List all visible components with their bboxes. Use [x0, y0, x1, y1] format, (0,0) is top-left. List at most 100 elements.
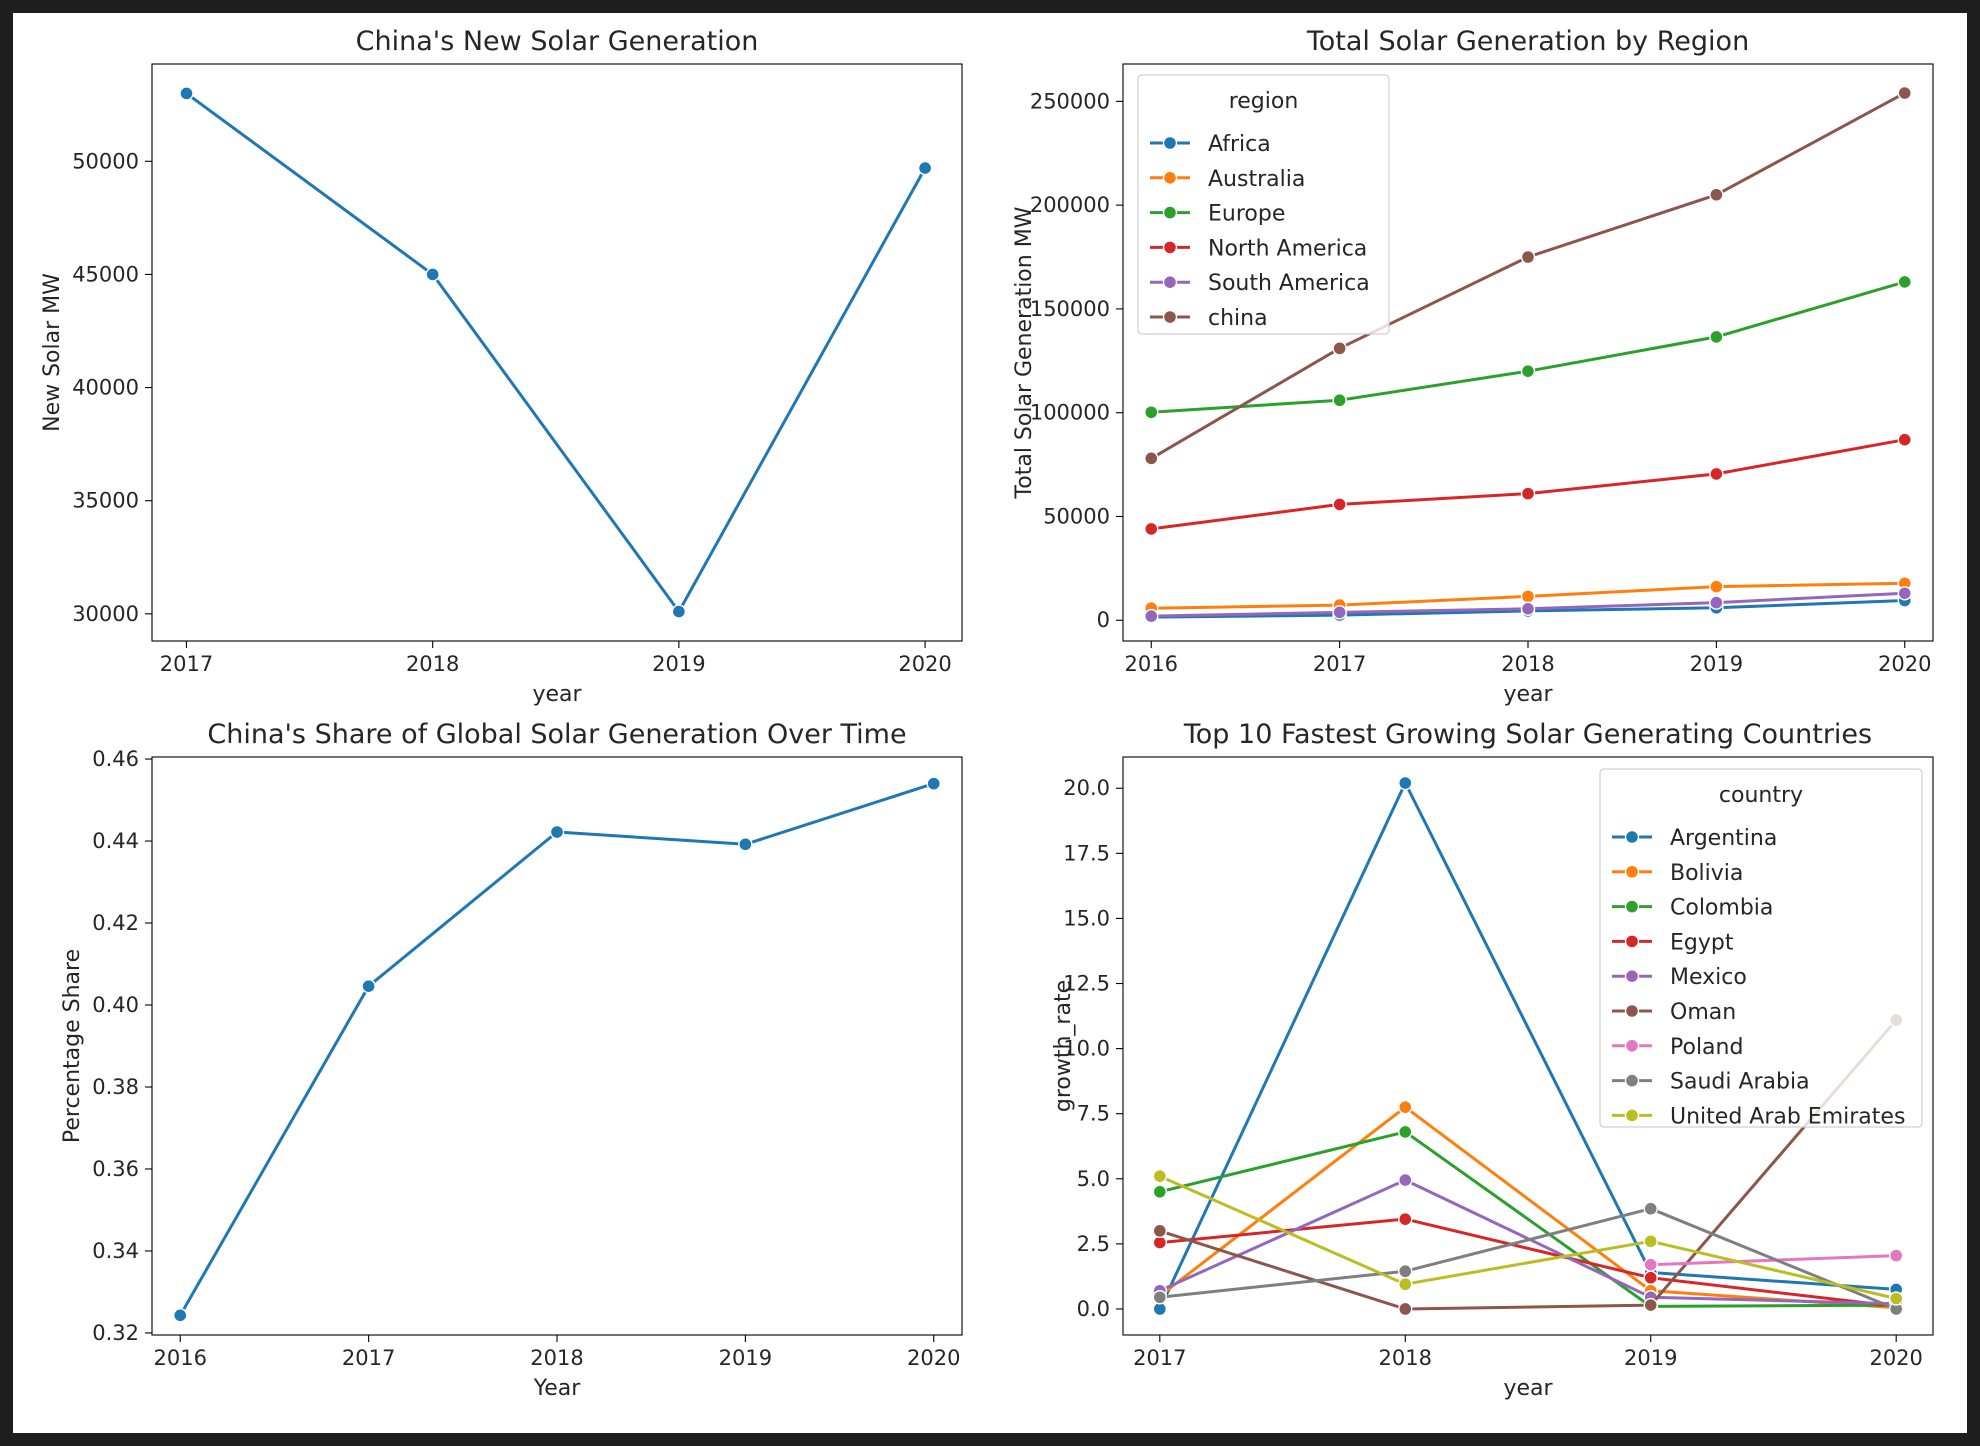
y-tick-label: 0.44	[92, 829, 139, 853]
legend-label: Africa	[1208, 132, 1271, 157]
data-point	[1643, 1270, 1658, 1285]
legend-swatch-marker	[1162, 275, 1178, 290]
series-line	[1151, 438, 1905, 531]
data-point	[1520, 601, 1536, 617]
x-tick-label: 2019	[652, 652, 705, 676]
y-tick-label: 5.0	[1077, 1167, 1110, 1191]
x-axis-label: Year	[533, 1376, 582, 1401]
y-tick-label: 0.36	[92, 1157, 139, 1181]
legend-label: Bolivia	[1670, 861, 1743, 886]
legend-swatch-marker	[1624, 899, 1640, 914]
y-tick-label: 150000	[1030, 297, 1110, 321]
legend-label: South America	[1208, 271, 1370, 296]
legend-item: Mexico	[1612, 965, 1747, 990]
y-axis-label: growth_rate	[1051, 980, 1076, 1112]
series-saudi-arabia	[1152, 1201, 1904, 1317]
legend-swatch-marker	[1162, 170, 1178, 186]
chart-panel-3: China's Share of Global Solar Generation…	[60, 719, 963, 1401]
series-australia	[1144, 576, 1912, 616]
data-point	[1643, 1234, 1658, 1249]
data-point	[1398, 1124, 1413, 1140]
y-tick-label: 100000	[1030, 401, 1110, 425]
legend-title: region	[1229, 89, 1299, 114]
legend-label: Argentina	[1670, 826, 1777, 851]
data-point	[671, 604, 687, 619]
x-axis-label: year	[1503, 682, 1553, 707]
y-tick-label: 0.46	[92, 747, 139, 771]
legend-item: Colombia	[1612, 896, 1773, 921]
chart-title: China's New Solar Generation	[356, 26, 759, 57]
data-point	[361, 978, 376, 994]
legend-box	[1137, 74, 1390, 335]
legend-swatch-marker	[1162, 205, 1178, 220]
plot-frame	[151, 63, 963, 642]
data-point	[1144, 405, 1159, 420]
legend-label: china	[1208, 306, 1268, 331]
legend-item: Saudi Arabia	[1612, 1070, 1810, 1095]
data-point	[1398, 1099, 1413, 1115]
x-tick-label: 2018	[1501, 652, 1554, 676]
y-tick-label: 0.38	[92, 1075, 139, 1099]
series-line	[179, 86, 933, 619]
legend-item: Oman	[1612, 1000, 1736, 1025]
y-tick-label: 45000	[72, 262, 139, 286]
legend-swatch-marker	[1624, 829, 1640, 845]
legend-item: North America	[1150, 236, 1367, 261]
legend-label: Mexico	[1670, 965, 1747, 990]
series-line	[185, 92, 927, 614]
x-tick-label: 2017	[1313, 652, 1366, 676]
legend-swatch-marker	[1624, 1073, 1640, 1088]
legend-label: Europe	[1208, 202, 1285, 227]
data-point	[1897, 274, 1912, 290]
legend-swatch-marker	[1624, 1108, 1640, 1123]
x-tick-label: 2020	[1869, 1346, 1922, 1370]
legend-swatch-marker	[1624, 1038, 1640, 1054]
data-point	[1709, 187, 1724, 202]
data-point	[1398, 1211, 1413, 1227]
data-point	[1152, 1223, 1168, 1239]
legend-title: country	[1719, 783, 1803, 808]
legend-item: china	[1150, 306, 1268, 331]
y-tick-label: 7.5	[1077, 1102, 1110, 1126]
legend-item: Bolivia	[1612, 861, 1743, 886]
data-point	[1398, 1264, 1413, 1279]
legend-swatch-marker	[1624, 934, 1640, 949]
x-axis-label: year	[1503, 1376, 1553, 1401]
series-line	[1159, 1174, 1897, 1300]
legend-label: United Arab Emirates	[1670, 1104, 1905, 1129]
data-point	[1152, 1168, 1168, 1184]
legend-label: Egypt	[1670, 930, 1734, 955]
y-tick-label: 50000	[1043, 504, 1110, 528]
series-line	[178, 782, 935, 1317]
chart-panel-2: Total Solar Generation by Region 2016 2017…	[1012, 26, 1934, 707]
series-north-america	[1144, 432, 1912, 537]
data-point	[1398, 1172, 1413, 1188]
legend-label: Colombia	[1670, 896, 1773, 921]
x-tick-label: 2020	[898, 652, 951, 676]
data-point	[1398, 1301, 1413, 1317]
data-point	[1520, 486, 1536, 501]
x-axis-label: year	[532, 682, 582, 707]
data-point	[1152, 1290, 1168, 1305]
legend-label: Oman	[1670, 1000, 1736, 1025]
x-tick-label: 2019	[1624, 1346, 1677, 1370]
y-tick-label: 0.32	[92, 1321, 139, 1345]
series-mexico	[1152, 1172, 1904, 1311]
data-point	[1144, 451, 1159, 466]
y-tick-label: 0.42	[92, 911, 139, 935]
y-tick-label: 35000	[72, 489, 139, 513]
data-point	[1643, 1297, 1658, 1313]
data-point	[1520, 589, 1536, 604]
x-tick-label: 2020	[1878, 652, 1931, 676]
y-tick-label: 12.5	[1063, 972, 1110, 996]
series-united-arab-emirates	[1152, 1168, 1904, 1306]
legend-label: North America	[1208, 236, 1367, 261]
y-tick-label: 250000	[1030, 89, 1110, 113]
y-tick-label: 10.0	[1063, 1037, 1110, 1061]
legend-swatch-marker	[1624, 864, 1640, 879]
data-point	[1332, 497, 1347, 512]
data-point	[1332, 393, 1347, 408]
data-point	[1144, 608, 1159, 624]
series-south-america	[1144, 586, 1912, 624]
data-point	[1520, 363, 1536, 379]
